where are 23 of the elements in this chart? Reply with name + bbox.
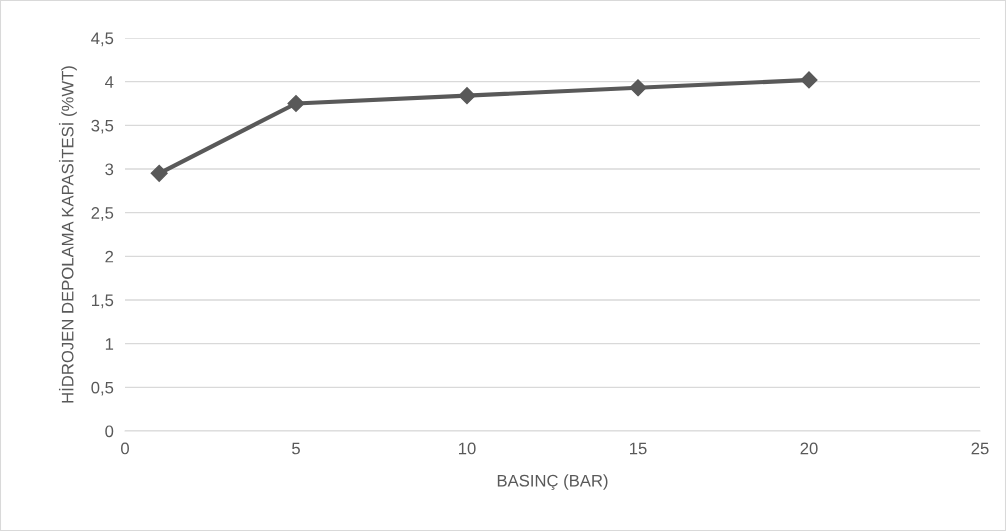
y-axis-title: HİDROJEN DEPOLAMA KAPASİTESİ (%WT): [58, 66, 77, 403]
point: [800, 71, 818, 89]
point: [458, 87, 476, 105]
y-tick-label: 1,5: [91, 294, 114, 309]
y-tick-label: 4: [105, 76, 114, 88]
y-tick-label: 0,5: [91, 381, 114, 396]
x-tick-label: 20: [800, 442, 818, 455]
y-tick-label: 2: [105, 250, 114, 263]
y-tick-label: 3: [105, 163, 114, 176]
x-axis-title: BASINÇ (BAR): [497, 474, 608, 490]
x-tick-label: 10: [459, 442, 476, 455]
point: [150, 164, 168, 182]
y-tick-label: 1: [105, 338, 114, 350]
x-tick-label: 15: [630, 442, 647, 455]
point: [629, 79, 647, 97]
y-tick-label: 3,5: [91, 119, 114, 134]
y-tick-label: 0: [105, 425, 114, 438]
point: [287, 94, 305, 113]
x-tick-label: 5: [292, 442, 300, 455]
y-tick-label: 4,5: [91, 32, 114, 47]
x-tick-label: 0: [121, 442, 129, 455]
x-tick-label: 25: [971, 442, 989, 455]
y-tick-label: 2,5: [91, 207, 114, 221]
